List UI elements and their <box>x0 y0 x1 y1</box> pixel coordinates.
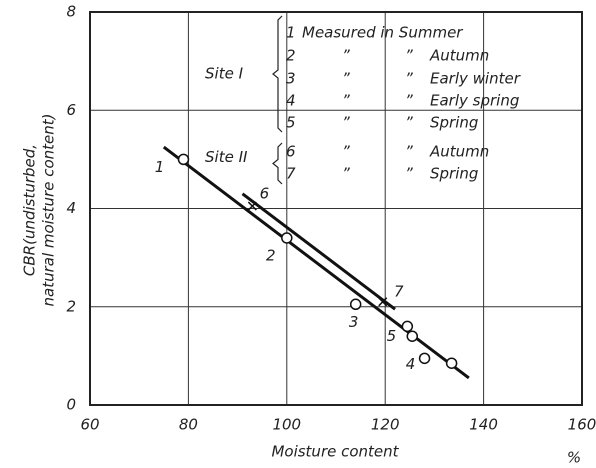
legend-ditto: ” <box>405 70 413 88</box>
x-axis-unit: % <box>567 449 581 467</box>
legend-entry-number: 1 <box>286 24 296 42</box>
legend-entry-number: 4 <box>286 92 296 110</box>
x-axis-label: Moisture content <box>271 443 399 461</box>
x-tick-label: 60 <box>80 416 99 434</box>
legend-entry-number: 6 <box>286 143 296 161</box>
point-label: 5 <box>387 327 397 345</box>
legend-ditto: ” <box>342 143 350 161</box>
legend-ditto: ” <box>342 47 350 65</box>
legend-ditto: ” <box>405 165 413 183</box>
legend-ditto: ” <box>342 70 350 88</box>
legend-entry-number: 2 <box>286 47 296 65</box>
y-tick-label: 2 <box>66 297 76 315</box>
legend-ditto: ” <box>405 114 413 132</box>
y-axis-label: natural moisture content) <box>40 114 58 307</box>
data-point <box>378 297 388 307</box>
data-point <box>177 153 190 166</box>
legend-ditto: ” <box>342 92 350 110</box>
point-label: 2 <box>266 246 276 264</box>
fit-line <box>162 145 470 380</box>
data-point <box>406 330 419 342</box>
legend-ditto: ” <box>342 114 350 132</box>
legend-group-label: Site I <box>205 65 244 83</box>
data-point <box>247 201 257 211</box>
legend-entry-text: Early winter <box>430 70 521 88</box>
point-label: 7 <box>394 282 404 300</box>
legend-ditto: ” <box>342 165 350 183</box>
legend-entry-text: Spring <box>430 165 478 183</box>
legend-entry-number: 7 <box>286 165 296 183</box>
legend-entry-number: 3 <box>286 70 296 88</box>
data-point <box>281 232 293 244</box>
legend-ditto: ” <box>405 143 413 161</box>
legend-ditto: ” <box>405 92 413 110</box>
plot-frame <box>89 11 583 406</box>
data-point <box>401 320 414 333</box>
y-axis-label: CBR(undisturbed, <box>21 144 39 276</box>
legend-entry-text: Autumn <box>429 143 489 161</box>
data-point <box>349 298 362 311</box>
point-label: 1 <box>155 158 165 176</box>
point-label: 4 <box>406 355 416 373</box>
x-tick-label: 160 <box>568 416 596 434</box>
x-tick-label: 100 <box>272 416 301 434</box>
x-tick-label: 140 <box>469 416 498 434</box>
y-tick-label: 4 <box>66 199 76 217</box>
data-point <box>445 357 458 369</box>
fit-line <box>241 192 396 311</box>
legend-entry-text: Spring <box>430 114 478 132</box>
point-label: 6 <box>260 185 270 203</box>
legend-entry-text: Autumn <box>429 47 489 65</box>
legend-entry-number: 5 <box>286 114 296 132</box>
y-tick-label: 8 <box>66 3 76 21</box>
y-tick-label: 0 <box>66 396 76 414</box>
legend-brace <box>272 15 283 133</box>
y-tick-label: 6 <box>66 101 76 119</box>
legend-entry-text: Measured in Summer <box>302 24 463 42</box>
x-tick-label: 120 <box>371 416 400 434</box>
legend-group-label: Site II <box>205 148 248 166</box>
legend-ditto: ” <box>405 47 413 65</box>
data-point <box>418 352 431 365</box>
legend-entry-text: Early spring <box>430 92 519 110</box>
point-label: 3 <box>349 313 359 331</box>
legend-brace <box>272 142 283 185</box>
x-tick-label: 80 <box>179 416 198 434</box>
